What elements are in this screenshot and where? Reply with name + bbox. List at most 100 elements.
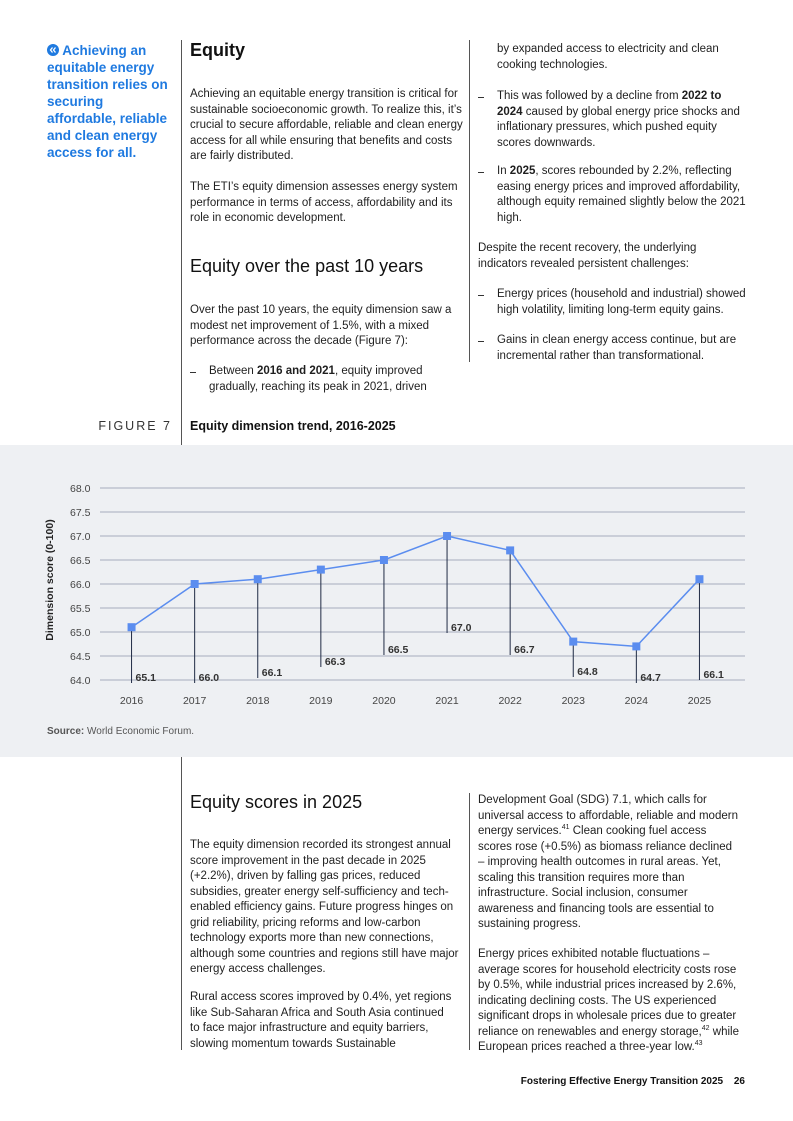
bullet-dash xyxy=(478,97,484,98)
paragraph: Development Goal (SDG) 7.1, which calls … xyxy=(478,793,740,933)
text-run: , scores rebounded by 2.2%, reflecting e… xyxy=(497,165,746,224)
y-tick-label: 65.5 xyxy=(70,603,91,615)
text-run: This was followed by a decline from xyxy=(497,90,682,102)
x-tick-label: 2023 xyxy=(562,695,586,707)
section-heading: Equity scores in 2025 xyxy=(190,792,363,812)
marker xyxy=(632,642,641,651)
section-title: Equity xyxy=(190,40,246,60)
marker xyxy=(695,575,704,584)
source-label: Source: xyxy=(47,726,84,737)
data-label: 66.1 xyxy=(703,669,724,681)
data-label: 66.3 xyxy=(325,656,346,668)
sidebar-quote: Achieving an equitable energy transition… xyxy=(47,43,168,160)
divider xyxy=(181,757,182,1050)
bullet-text: Between 2016 and 2021, equity improved g… xyxy=(209,365,427,393)
chart-background xyxy=(0,445,793,757)
divider xyxy=(181,40,182,445)
x-tick-label: 2016 xyxy=(120,695,144,707)
data-label: 65.1 xyxy=(136,672,157,684)
y-tick-label: 64.5 xyxy=(70,651,91,663)
bold-run: 2025 xyxy=(509,165,536,177)
paragraph: Energy prices exhibited notable fluctuat… xyxy=(478,947,748,1056)
bold-run: 2016 and 2021 xyxy=(256,365,335,377)
bullet: This was followed by a decline from 2022… xyxy=(478,89,747,151)
text-run: caused by global energy price shocks and… xyxy=(497,105,740,149)
marker xyxy=(127,623,136,632)
bullet: Gains in clean energy access continue, b… xyxy=(478,333,757,364)
paragraph: Achieving an equitable energy transition… xyxy=(190,88,463,162)
y-tick-label: 65.0 xyxy=(70,627,91,639)
text-run: Between xyxy=(209,365,257,377)
figure-label: FIGURE 7 xyxy=(98,419,172,433)
data-label: 66.0 xyxy=(199,672,220,684)
figure-title: Equity dimension trend, 2016-2025 xyxy=(190,419,396,433)
chart: Dimension score (0-100) Source: World Ec… xyxy=(0,445,793,757)
bullet: Between 2016 and 2021, equity improved g… xyxy=(190,364,464,395)
bullet-text: Gains in clean energy access continue, b… xyxy=(497,334,737,362)
footnote-ref: 43 xyxy=(694,1040,703,1048)
text-run: Clean cooking fuel access scores rose (+… xyxy=(478,825,733,930)
bullet-text: This was followed by a decline from 2022… xyxy=(497,90,740,149)
data-label: 66.7 xyxy=(514,644,535,656)
text-run: while European prices reached a three-ye… xyxy=(478,1025,739,1054)
y-tick-label: 68.0 xyxy=(70,483,91,495)
bullet: Energy prices (household and industrial)… xyxy=(478,287,767,318)
bullet-dash xyxy=(478,172,484,173)
footer-title: Fostering Effective Energy Transition 20… xyxy=(520,1076,724,1087)
marker xyxy=(379,556,388,564)
text-run: , equity improved gradually, reaching it… xyxy=(209,365,427,393)
source: Source: World Economic Forum. xyxy=(47,726,194,737)
bullet-dash xyxy=(190,372,196,373)
paragraph: The ETI’s equity dimension assesses ener… xyxy=(190,181,458,224)
x-tick-label: 2025 xyxy=(688,695,712,707)
data-label: 67.0 xyxy=(451,622,472,634)
text-run: In xyxy=(497,165,510,177)
data-label: 64.7 xyxy=(640,672,661,684)
y-axis-label: Dimension score (0-100) xyxy=(44,519,56,640)
footer: Fostering Effective Energy Transition 20… xyxy=(521,1076,745,1087)
divider xyxy=(469,40,470,362)
marker xyxy=(569,637,578,646)
x-tick-label: 2017 xyxy=(183,695,207,707)
bullet-dash xyxy=(478,295,484,296)
divider xyxy=(469,793,470,1050)
marker xyxy=(316,565,325,574)
x-tick-label: 2022 xyxy=(498,695,522,707)
x-tick-label: 2019 xyxy=(309,695,333,707)
marker xyxy=(506,546,515,555)
data-label: 66.1 xyxy=(262,667,283,679)
bullet-text: In 2025, scores rebounded by 2.2%, refle… xyxy=(497,165,746,224)
bullet-text: Energy prices (household and industrial)… xyxy=(497,288,746,316)
bullet: In 2025, scores rebounded by 2.2%, refle… xyxy=(478,164,752,226)
y-tick-label: 66.0 xyxy=(70,579,91,591)
sidebar-quote-box: Achieving an equitable energy transition… xyxy=(47,42,172,161)
quote-icon xyxy=(47,44,59,56)
page-number: 26 xyxy=(733,1076,745,1087)
series-line xyxy=(131,535,700,648)
x-tick-label: 2024 xyxy=(625,695,649,707)
marker xyxy=(253,575,262,584)
y-tick-label: 67.0 xyxy=(70,531,91,543)
x-tick-label: 2021 xyxy=(435,695,459,707)
data-label: 66.5 xyxy=(388,644,409,656)
paragraph: Rural access scores improved by 0.4%, ye… xyxy=(190,991,452,1050)
paragraph: Over the past 10 years, the equity dimen… xyxy=(190,304,452,347)
text-run: Energy prices exhibited notable fluctuat… xyxy=(478,948,737,1038)
y-tick-label: 66.5 xyxy=(70,555,91,567)
text-run: Development Goal (SDG) 7.1, which calls … xyxy=(478,794,738,837)
source-text: World Economic Forum. xyxy=(87,726,194,737)
y-tick-label: 64.0 xyxy=(70,675,91,687)
y-tick-label: 67.5 xyxy=(70,507,91,519)
x-tick-label: 2018 xyxy=(246,695,270,707)
paragraph: The equity dimension recorded its strong… xyxy=(190,839,459,975)
footnote-ref: 42 xyxy=(701,1024,710,1032)
x-tick-label: 2020 xyxy=(372,695,396,707)
section-heading: Equity over the past 10 years xyxy=(190,256,424,276)
footnote-ref: 41 xyxy=(561,824,570,832)
marker xyxy=(190,580,199,588)
bullet-dash xyxy=(478,341,484,342)
data-label: 64.8 xyxy=(577,666,598,678)
bold-run: 2022 to 2024 xyxy=(497,90,722,118)
paragraph: Despite the recent recovery, the underly… xyxy=(478,242,697,270)
